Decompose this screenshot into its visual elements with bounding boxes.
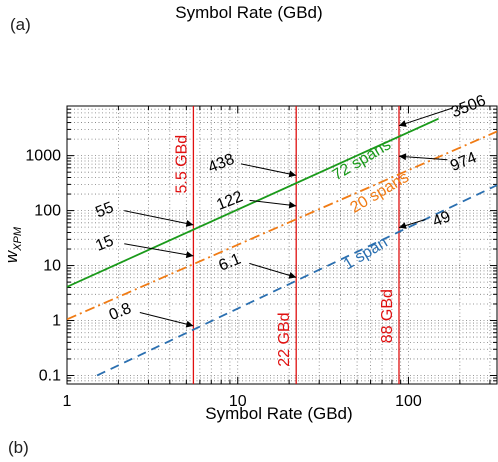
annotation-label: 974 [448, 149, 479, 175]
x-tick-label: 10 [229, 393, 247, 410]
series-group [67, 117, 497, 377]
annotation-arrow [398, 107, 453, 127]
y-axis-label: wXPM [2, 226, 24, 263]
annotation-label: 49 [430, 208, 453, 230]
y-axis-label-subscript: XPM [12, 226, 24, 252]
series-label: 20 spans [347, 169, 411, 217]
x-tick-label: 100 [395, 393, 422, 410]
series-line [67, 130, 497, 321]
annotation-label: 15 [93, 232, 116, 254]
panel-label-a: (a) [10, 15, 31, 34]
ticks [66, 105, 497, 385]
annotation-arrow [398, 219, 426, 229]
annotation-label: 0.8 [107, 300, 134, 324]
y-tick-label: 1 [52, 313, 61, 330]
series-label: 72 spans [330, 136, 394, 184]
series-label: 1 span [341, 234, 391, 273]
y-axis-label-main: w [2, 249, 21, 263]
annotation-arrow [124, 243, 194, 259]
y-tick-label: 0.1 [39, 367, 61, 384]
annotation-arrow [124, 210, 194, 227]
vertical-marker-label: 5.5 GBd [173, 135, 190, 194]
annotation-label: 122 [214, 188, 245, 214]
series-line [67, 117, 439, 288]
y-tick-label: 100 [34, 203, 61, 220]
vertical-marker-label: 22 GBd [276, 312, 293, 366]
annotation-arrow [139, 312, 194, 328]
annotation-arrow [249, 199, 297, 209]
annotation-arrow [249, 262, 297, 279]
y-tick-label: 1000 [25, 148, 61, 165]
top-figure-x-axis-label: Symbol Rate (GBd) [175, 3, 323, 22]
grid [67, 106, 497, 384]
annotation-label: 438 [206, 151, 237, 177]
annotation-arrow [398, 153, 448, 161]
annotation-label: 55 [93, 199, 116, 221]
annotation-label: 3506 [449, 92, 488, 121]
plot-frame [66, 105, 498, 385]
y-tick-label: 10 [43, 258, 61, 275]
vertical-marker-label: 88 GBd [379, 289, 396, 343]
annotation-arrow [240, 163, 297, 178]
x-axis-label: Symbol Rate (GBd) [205, 404, 352, 423]
panel-label-b: (b) [8, 438, 29, 457]
x-tick-label: 1 [63, 393, 72, 410]
